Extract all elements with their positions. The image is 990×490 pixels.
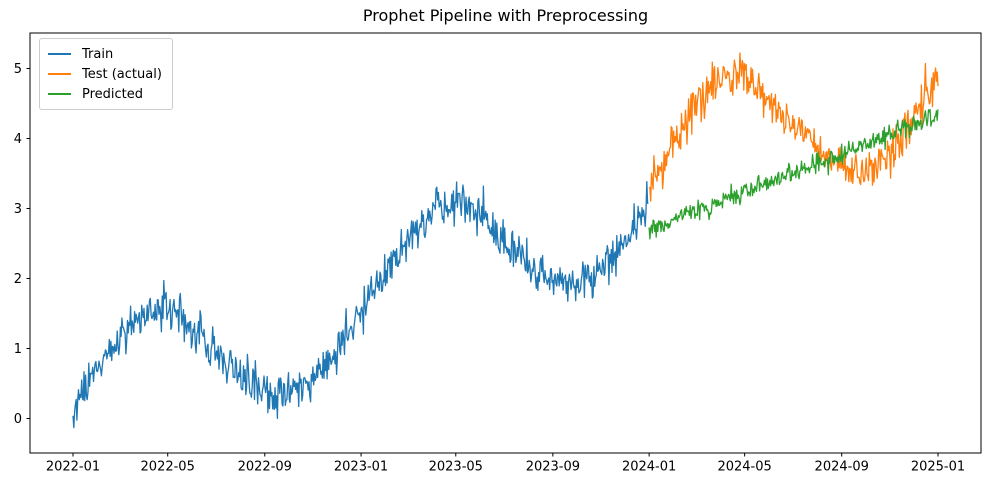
axes-frame bbox=[29, 32, 982, 454]
y-tick-label: 3 bbox=[14, 202, 22, 217]
y-tick-label: 0 bbox=[14, 412, 22, 427]
x-tick-label: 2022-01 bbox=[46, 460, 100, 475]
y-tick-label: 4 bbox=[14, 132, 22, 147]
x-tick-label: 2023-09 bbox=[526, 460, 580, 475]
x-tick-label: 2022-09 bbox=[238, 460, 292, 475]
x-tick-label: 2024-05 bbox=[717, 460, 771, 475]
x-tick-label: 2025-01 bbox=[911, 460, 965, 475]
x-tick-label: 2024-09 bbox=[815, 460, 869, 475]
predicted-line bbox=[648, 108, 939, 240]
legend: Train Test (actual) Predicted bbox=[39, 38, 173, 110]
test-actual--line bbox=[648, 52, 939, 202]
y-tick-label: 5 bbox=[14, 62, 22, 77]
legend-label-test-actual: Test (actual) bbox=[82, 66, 162, 82]
train-line-swatch bbox=[48, 53, 71, 55]
legend-label-predicted: Predicted bbox=[82, 86, 144, 102]
y-tick-label: 1 bbox=[14, 342, 22, 357]
y-tick-label: 2 bbox=[14, 272, 22, 287]
legend-item-test-actual: Test (actual) bbox=[48, 64, 162, 84]
x-tick-label: 2023-05 bbox=[429, 460, 483, 475]
test-actual-line-swatch bbox=[48, 73, 71, 75]
x-tick-label: 2024-01 bbox=[622, 460, 676, 475]
legend-item-train: Train bbox=[48, 44, 162, 64]
predicted-line-swatch bbox=[48, 93, 71, 95]
x-tick-label: 2023-01 bbox=[334, 460, 388, 475]
legend-item-predicted: Predicted bbox=[48, 84, 162, 104]
x-tick-label: 2022-05 bbox=[141, 460, 195, 475]
chart-title: Prophet Pipeline with Preprocessing bbox=[362, 6, 649, 25]
train-line bbox=[72, 180, 649, 429]
legend-label-train: Train bbox=[82, 46, 114, 62]
